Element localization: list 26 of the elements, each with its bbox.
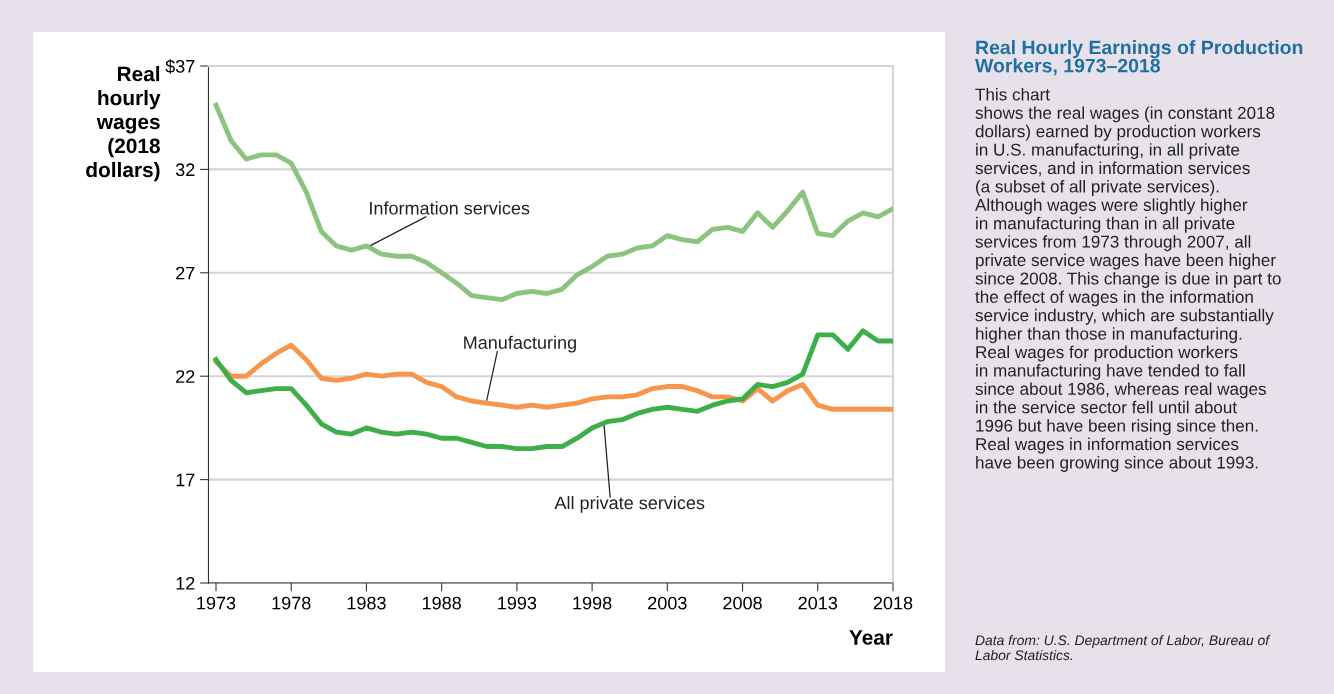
y-tick-label: 17 [176,473,195,487]
x-tick-label: 2018 [873,596,913,610]
x-tick-label: 1973 [197,596,236,610]
x-axis-title: Year [849,630,893,645]
y-tick-label: 32 [175,163,195,177]
y-tick-label: 22 [176,370,195,383]
text: This chart shows the real wages (in constant 2018 dollars) earned by production workers in U.S. manufacturing, in all private services, and in information services (a subset of all private services). Although wages were slightly higher in manufacturing than in all private services from 1973 through 2007, all private service wages have been higher since 2008. This change is due in part to the effect of wages in the information service industry, which are substantially higher than those in manufacturing. Real wages for production workers in manufacturing have tended to fall since about 1986, whereas real wages in the service sector fell until about 1996 but have been rising since then. Real wages in information services have been growing since about 1993. [975,88,1281,472]
y-tick-label: 12 [176,576,195,590]
text: All private services [554,496,705,513]
x-tick-label: 1978 [272,596,311,610]
line-series [213,102,893,303]
text: Manufacturing [464,335,576,353]
y-tick-label: 27 [176,266,195,280]
series-label: Information services [370,201,530,215]
x-tick-label: 2013 [798,596,838,610]
text: Real Hourly Earnings of Production Workers, 1973–2018 [975,40,1303,76]
x-tick-label: 2003 [648,596,687,610]
x-tick-label: 1998 [573,596,612,610]
x-tick-label: 1983 [347,596,386,610]
y-tick-label: $37 [165,59,195,74]
x-tick-label: 2008 [723,596,762,610]
line-series [213,328,893,452]
text: Data from: U.S. Department of Labor, Bureau of Labor Statistics. [975,635,1271,661]
y-axis-title: Real hourly wages (2018 dollars) [86,66,161,182]
x-tick-label: 1988 [422,596,461,610]
x-tick-label: 1993 [498,596,537,610]
